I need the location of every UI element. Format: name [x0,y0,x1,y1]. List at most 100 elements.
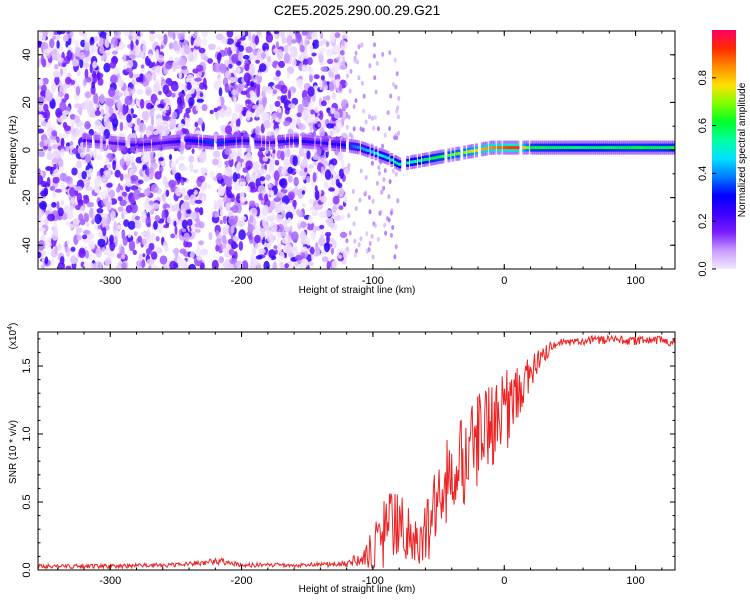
ridge-core [155,141,159,145]
ridge-core [256,140,260,144]
noise-speckle [55,107,63,118]
noise-speckle [198,152,206,164]
noise-speckle [364,175,368,181]
noise-speckle [276,238,280,243]
ridge-core [587,146,591,150]
ridge-core [666,146,670,150]
noise-speckle [283,220,287,228]
noise-speckle [278,178,286,187]
noise-speckle [367,195,371,200]
noise-speckle [194,199,203,204]
noise-speckle [119,121,124,132]
noise-speckle [244,63,250,72]
noise-speckle [382,177,386,183]
noise-speckle [97,253,101,258]
snr-plot-area [38,332,675,570]
ridge-core [467,150,471,154]
noise-speckle [181,65,187,71]
noise-speckle [38,208,43,219]
noise-speckle [151,251,158,260]
noise-speckle [279,251,285,261]
noise-speckle [276,49,284,60]
noise-speckle [134,215,140,221]
noise-speckle [44,256,49,265]
ridge-core [380,154,384,157]
ridge-core [301,139,305,143]
noise-speckle [130,203,138,214]
noise-speckle [82,234,88,240]
noise-speckle [383,168,387,174]
noise-speckle [133,125,140,132]
noise-speckle [275,41,279,50]
noise-speckle [250,170,259,181]
noise-speckle [85,221,90,228]
noise-speckle [170,233,176,239]
colorbar-gradient [712,30,736,269]
noise-speckle [140,98,145,109]
noise-speckle [62,110,70,116]
noise-speckle [301,190,306,195]
noise-speckle [377,165,381,171]
noise-speckle [124,95,133,106]
noise-speckle [82,229,91,235]
noise-speckle [288,252,295,258]
noise-speckle [227,238,234,245]
noise-speckle [91,81,96,89]
noise-speckle [194,207,201,213]
ridge-core [151,142,155,146]
noise-speckle [334,73,341,81]
noise-speckle [215,33,224,41]
noise-speckle [248,225,256,231]
noise-speckle [76,109,83,114]
noise-speckle [185,107,191,114]
ridge-core [112,141,116,145]
noise-speckle [108,87,116,98]
noise-speckle [257,72,263,77]
noise-speckle [342,56,346,66]
ridge-core [547,146,551,150]
noise-speckle [55,95,62,106]
noise-speckle [345,246,349,252]
noise-speckle [151,184,159,194]
noise-speckle [189,194,197,205]
noise-speckle [252,48,258,56]
noise-speckle [262,216,267,228]
noise-speckle [239,83,246,90]
noise-speckle [84,91,92,99]
noise-speckle [381,143,385,149]
noise-speckle [171,92,176,98]
noise-speckle [306,150,311,160]
y-tick-label: 1.0 [21,426,33,441]
ridge-core [644,146,648,150]
noise-speckle [106,164,112,169]
noise-speckle [197,175,206,183]
ridge-core [662,146,666,150]
noise-speckle [97,191,103,197]
noise-speckle [201,181,206,193]
ridge-core [303,139,307,143]
noise-speckle [106,216,111,226]
noise-speckle [322,96,327,102]
ridge-core [540,146,543,150]
noise-speckle [65,176,73,185]
noise-speckle [323,181,329,189]
noise-speckle [357,75,361,81]
noise-speckle [168,42,174,50]
noise-speckle [103,115,108,123]
noise-speckle [180,166,188,171]
ridge-core [463,151,467,154]
noise-speckle [263,120,272,129]
noise-speckle [330,187,335,192]
noise-speckle [371,115,374,121]
noise-speckle [40,90,45,97]
snr-y-scale-prefix: (x10 [8,329,19,349]
noise-speckle [311,252,315,262]
noise-speckle [146,166,150,178]
noise-speckle [249,63,255,73]
noise-speckle [387,217,391,223]
noise-speckle [84,153,91,163]
noise-speckle [371,198,375,204]
noise-speckle [161,209,166,221]
noise-speckle [245,99,252,105]
noise-speckle [316,246,321,257]
